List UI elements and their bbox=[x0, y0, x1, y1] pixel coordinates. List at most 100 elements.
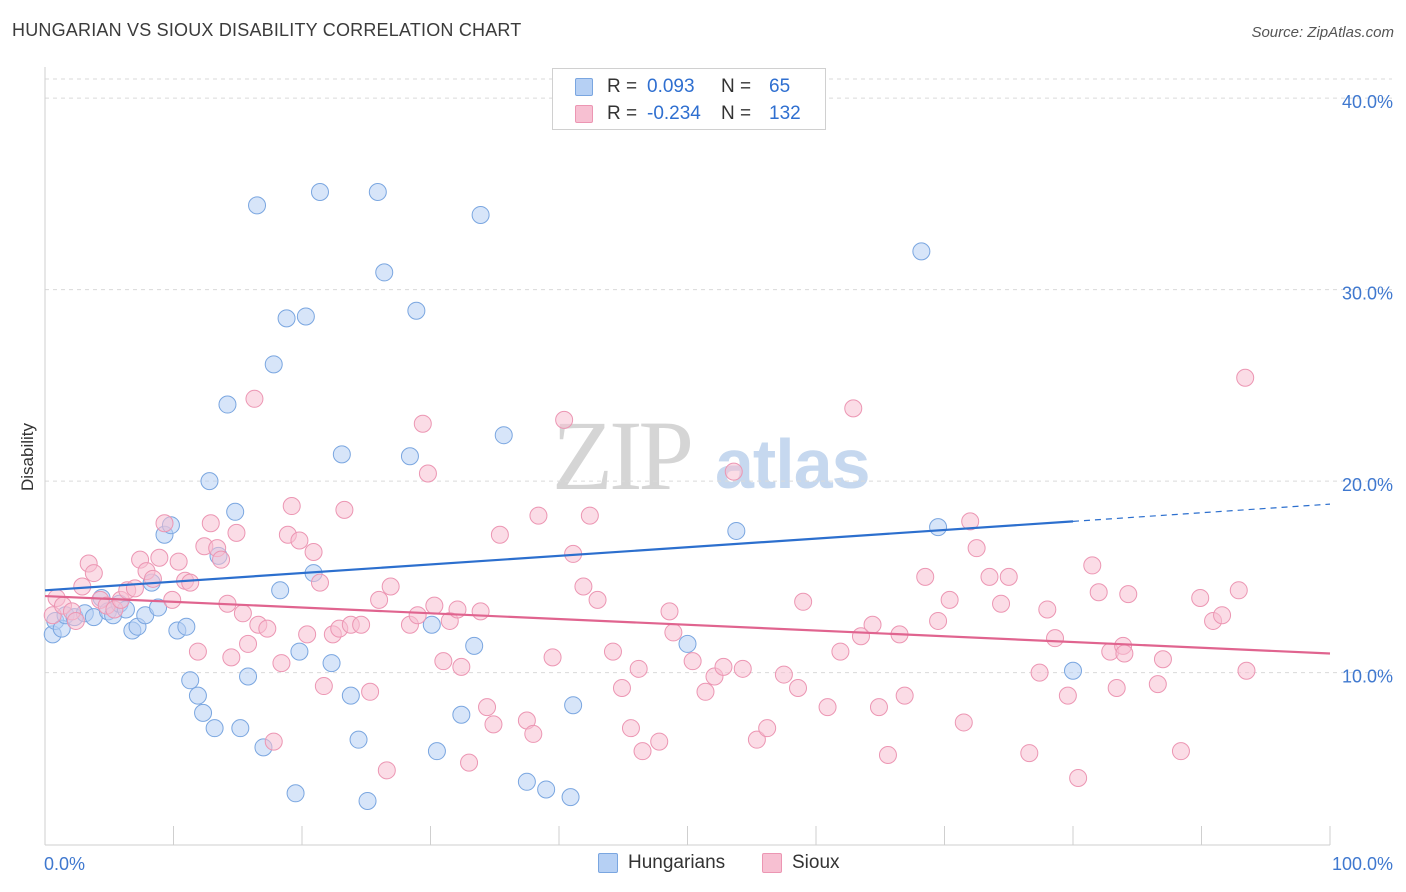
hungarians-point bbox=[368, 182, 387, 201]
sioux-point bbox=[844, 399, 863, 418]
hungarians-point bbox=[375, 263, 394, 282]
sioux-point bbox=[1046, 629, 1065, 648]
hungarians-point bbox=[264, 355, 283, 374]
sioux-point bbox=[580, 506, 599, 525]
sioux-point bbox=[1119, 585, 1138, 604]
sioux-point bbox=[758, 719, 777, 738]
hungarians-swatch bbox=[598, 853, 618, 873]
sioux-point bbox=[831, 642, 850, 661]
sioux-point bbox=[940, 590, 959, 609]
y-tick-label: 10.0% bbox=[1342, 667, 1393, 687]
chart-title: HUNGARIAN VS SIOUX DISABILITY CORRELATIO… bbox=[12, 20, 522, 40]
sioux-point bbox=[66, 611, 85, 630]
hungarians-point bbox=[205, 719, 224, 738]
sioux-point bbox=[143, 569, 162, 588]
sioux-point bbox=[310, 573, 329, 592]
hungarians-point bbox=[358, 791, 377, 810]
hungarians-point bbox=[422, 615, 441, 634]
sioux-point bbox=[961, 512, 980, 531]
sioux-point bbox=[714, 657, 733, 676]
watermark-atlas: atlas bbox=[715, 425, 871, 503]
hungarians-point bbox=[407, 301, 426, 320]
sioux-point bbox=[408, 606, 427, 625]
sioux-point bbox=[361, 682, 380, 701]
hungarians-swatch bbox=[575, 78, 593, 96]
sioux-point bbox=[1058, 686, 1077, 705]
legend-item-hungarians[interactable]: Hungarians bbox=[598, 852, 725, 874]
sioux-point bbox=[212, 550, 231, 569]
sioux-point bbox=[992, 594, 1011, 613]
sioux-point bbox=[460, 753, 479, 772]
hungarians-point bbox=[465, 636, 484, 655]
hungarians-point bbox=[277, 309, 296, 328]
y-tick-label: 20.0% bbox=[1342, 475, 1393, 495]
hungarians-point bbox=[341, 686, 360, 705]
sioux-point bbox=[929, 611, 948, 630]
legend-label-hungarians: Hungarians bbox=[628, 852, 726, 873]
r-value: 0.093 bbox=[647, 76, 695, 97]
sioux-point bbox=[181, 573, 200, 592]
sioux-point bbox=[683, 652, 702, 671]
hungarians-point bbox=[678, 634, 697, 653]
x-tick-label: 100.0% bbox=[1332, 854, 1393, 874]
sioux-point bbox=[878, 745, 897, 764]
sioux-point bbox=[304, 543, 323, 562]
sioux-point bbox=[869, 698, 888, 717]
n-label: N = bbox=[721, 76, 752, 97]
n-value: 65 bbox=[769, 76, 791, 97]
sioux-point bbox=[282, 497, 301, 516]
sioux-point bbox=[1089, 583, 1108, 602]
watermark-zip: ZIP bbox=[552, 400, 694, 511]
sioux-point bbox=[84, 564, 103, 583]
sioux-point bbox=[660, 602, 679, 621]
sioux-point bbox=[314, 677, 333, 696]
sioux-point bbox=[916, 567, 935, 586]
sioux-swatch bbox=[575, 105, 593, 123]
sioux-point bbox=[863, 615, 882, 634]
sioux-trend-line bbox=[44, 594, 1331, 655]
sioux-point bbox=[201, 514, 220, 533]
hungarians-point bbox=[727, 521, 746, 540]
hungarians-point bbox=[231, 719, 250, 738]
sioux-point bbox=[125, 579, 144, 598]
sioux-point bbox=[1171, 742, 1190, 761]
correlation-legend: R = 0.093 N = 65 R = -0.234 N = 132 bbox=[552, 68, 826, 130]
hungarians-point bbox=[200, 472, 219, 491]
hungarians-point bbox=[912, 242, 931, 261]
sioux-point bbox=[555, 410, 574, 429]
sioux-point bbox=[895, 686, 914, 705]
sioux-point bbox=[733, 659, 752, 678]
hungarians-point bbox=[181, 671, 200, 690]
sioux-point bbox=[434, 652, 453, 671]
sioux-point bbox=[245, 389, 264, 408]
hungarians-trend-line bbox=[44, 520, 1074, 592]
sioux-point bbox=[272, 654, 291, 673]
hungarians-point bbox=[248, 196, 267, 215]
hungarians-point bbox=[149, 598, 168, 617]
source-label: Source: ZipAtlas.com bbox=[1251, 24, 1394, 41]
sioux-point bbox=[588, 590, 607, 609]
sioux-swatch bbox=[762, 853, 782, 873]
sioux-point bbox=[1030, 663, 1049, 682]
axis-labels: 10.0% 20.0% 30.0% 40.0% 0.0% 100.0% Disability bbox=[18, 92, 1393, 874]
hungarians-point bbox=[188, 686, 207, 705]
hungarians-point bbox=[194, 703, 213, 722]
sioux-point bbox=[967, 539, 986, 558]
sioux-point bbox=[335, 500, 354, 519]
sioux-point bbox=[352, 615, 371, 634]
hungarians-point bbox=[271, 581, 290, 600]
sioux-point bbox=[774, 665, 793, 684]
sioux-point bbox=[980, 567, 999, 586]
sioux-point bbox=[650, 732, 669, 751]
legend-item-sioux[interactable]: Sioux bbox=[762, 852, 840, 874]
sioux-point bbox=[377, 761, 396, 780]
sioux-point bbox=[370, 590, 389, 609]
r-value: -0.234 bbox=[647, 103, 701, 124]
hungarians-point bbox=[929, 518, 948, 537]
hungarians-point bbox=[322, 654, 341, 673]
sioux-point bbox=[1153, 650, 1172, 669]
sioux-point bbox=[298, 625, 317, 644]
sioux-point bbox=[621, 719, 640, 738]
axes bbox=[44, 67, 1331, 846]
hungarians-point bbox=[494, 426, 513, 445]
